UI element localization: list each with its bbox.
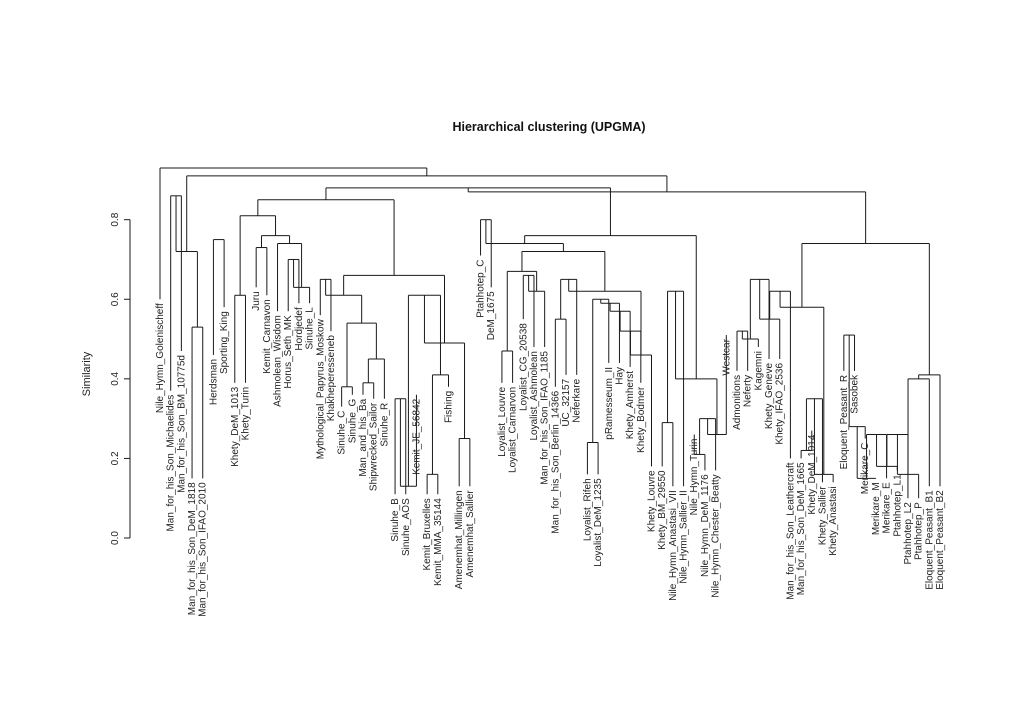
leaf-label: Loyalist_DeM_1235 <box>593 478 604 567</box>
leaf-label: Amenemhat_Millingen <box>454 490 465 589</box>
leaf-label: Hordjedef <box>294 307 305 351</box>
leaf-label: Amenemhat_Sallier <box>465 490 476 578</box>
leaf-label: Man_for_his_Son_Berlin_14366 <box>550 390 561 533</box>
leaf-label: Khety_Turin <box>240 387 251 441</box>
leaf-label: Ptahhotep_L1 <box>892 474 903 537</box>
leaf-label: Ptahhotep_L2 <box>903 502 914 565</box>
leaf-label: Khety_DeM_1014 <box>807 434 818 514</box>
leaf-label: Nile_Hymn_Chester_Beatty <box>711 474 722 597</box>
leaf-label: Nile_Hymn_Anastasi_VII <box>668 490 679 601</box>
leaf-label: Sasobek <box>850 374 861 414</box>
y-tick-label: 0.0 <box>110 531 121 545</box>
leaf-label: Eloquent_Peasant_R <box>839 375 850 470</box>
leaf-label: DeM_1675 <box>486 291 497 340</box>
leaf-label: Juru <box>251 291 262 310</box>
y-tick-label: 0.6 <box>110 292 121 306</box>
leaf-label: Mythological_Papyrus_Moskow <box>315 318 326 459</box>
leaf-label: Horus_Seth_MK <box>283 315 294 389</box>
leaf-label: Herdsman <box>208 359 219 405</box>
chart-title: Hierarchical clustering (UPGMA) <box>452 120 645 134</box>
leaf-label: Khety_Sallier <box>817 486 828 546</box>
leaf-label: Man_for_his_Son_IFAO_2010 <box>198 482 209 617</box>
leaf-label: Merikare_M <box>871 482 882 535</box>
leaf-label: Nile_Hymn_Turin <box>689 439 700 516</box>
leaf-label: Nile_Hymn_Golenischeff <box>155 303 166 413</box>
leaf-label: Ptahhotep_P <box>914 502 925 560</box>
leaf-label: Sinuhe_L <box>305 307 316 350</box>
leaf-label: UC_32157 <box>561 378 572 426</box>
leaf-label: Shipwrecked_Sailor <box>369 402 380 491</box>
y-tick-label: 0.8 <box>110 212 121 226</box>
leaf-label: Khakheperesseneb <box>326 335 337 422</box>
leaf-label: Sinuhe_B <box>390 498 401 542</box>
leaf-label: Merikare_C <box>860 443 871 495</box>
leaf-label: Loyalist_Rifeh <box>582 478 593 541</box>
leaf-label: Khety_Geneve <box>764 363 775 430</box>
leaf-label: Khety_DeM_1013 <box>230 386 241 466</box>
leaf-label: Sporting_King <box>219 311 230 374</box>
leaf-label: Khety_Anastasi <box>828 486 839 556</box>
leaf-label: Khety_Louvre <box>647 470 658 532</box>
leaf-label: Loyalist_CG_20538 <box>518 323 529 411</box>
leaf-label: Ptahhotep_C <box>476 259 487 317</box>
leaf-label: Khety_Amherst <box>625 371 636 440</box>
leaf-label: Man_for_his_Son_IFAO_1185 <box>540 351 551 485</box>
leaf-label: Admonitions <box>732 375 743 430</box>
leaf-label: Merikare_E <box>882 482 893 533</box>
leaf-label: Nile_Hymn_Sallier_II <box>679 490 690 583</box>
leaf-label: Hay <box>614 367 625 385</box>
leaf-label: Kagemni <box>753 351 764 390</box>
leaf-label: Fishing <box>443 391 454 423</box>
leaf-label: Man_for_his_Son_DeM_1665 <box>796 462 807 595</box>
leaf-label: Kemit_MMA_35144 <box>433 498 444 586</box>
y-tick-label: 0.4 <box>110 371 121 385</box>
leaf-label: Kemit_Bruxelles <box>422 498 433 570</box>
dendrogram-branches <box>159 167 941 499</box>
leaf-label: Man_and_his_Ba <box>358 398 369 476</box>
leaf-label: Khety_Bodmer <box>636 386 647 453</box>
leaf-label: Kemit_Carnavon <box>262 299 273 373</box>
leaf-label: Nile_Hymn_DeM_1176 <box>700 474 711 577</box>
leaf-label: Loyalist_Ashmolean <box>529 351 540 441</box>
leaf-label: pRamesseum_II <box>604 367 615 440</box>
y-axis: 0.0 0.2 0.4 0.6 0.8 <box>110 212 131 545</box>
leaf-label: Westcar <box>721 338 732 375</box>
leaf-label: Sinuhe_G <box>347 399 358 444</box>
leaf-label: Man_for_his_Son_DeM_1818 <box>187 482 198 615</box>
leaf-label: Khety_BM_29550 <box>657 470 668 550</box>
leaf-label: Loyalist_Carnarvon <box>508 387 519 473</box>
leaf-label: Man_for_his_Son_BM_10775d <box>176 355 187 493</box>
leaf-label: Sinuhe_C <box>337 411 348 455</box>
leaf-label: Sinuhe_AOS <box>401 498 412 556</box>
leaf-label: Man_for_his_Son_Michaelides <box>166 395 177 532</box>
y-tick-label: 0.2 <box>110 451 121 465</box>
leaf-label: Khety_IFAO_2536 <box>775 363 786 445</box>
leaf-label: Ashmolean_Wisdom <box>273 315 284 407</box>
leaf-labels: Nile_Hymn_GolenischeffMan_for_his_Son_Mi… <box>155 259 946 616</box>
leaf-label: Loyalist_Louvre <box>497 386 508 456</box>
leaf-label: Kemit_JE_56842 <box>411 398 422 475</box>
leaf-label: Eloquent_Peasant_B2 <box>935 490 946 590</box>
leaf-label: Neferkare <box>572 378 583 422</box>
leaf-label: Neferty <box>743 375 754 407</box>
y-axis-label: Similarity <box>81 351 93 396</box>
leaf-label: Man_for_his_Son_Leathercraft <box>785 462 796 600</box>
leaf-label: Eloquent_Peasant_B1 <box>924 490 935 590</box>
leaf-label: Sinuhe_R <box>379 403 390 447</box>
